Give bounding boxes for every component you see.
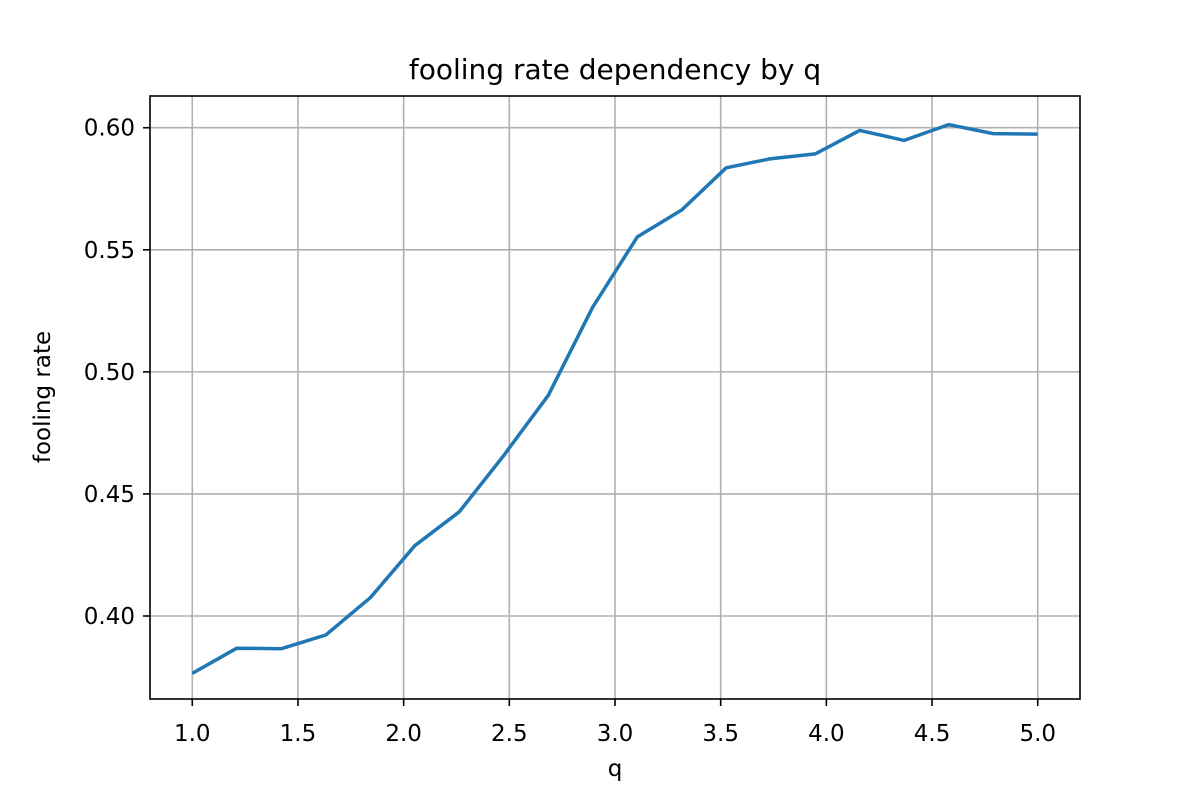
x-tick-label: 3.5 xyxy=(702,721,739,747)
tick-marks xyxy=(143,126,1039,706)
series-layer xyxy=(191,122,1039,675)
data-point xyxy=(992,132,995,135)
data-point xyxy=(502,454,505,457)
x-tick-label: 2.5 xyxy=(491,721,528,747)
x-tick-label: 1.0 xyxy=(174,721,211,747)
x-tick-label: 5.0 xyxy=(1019,721,1056,747)
data-point xyxy=(636,235,639,238)
x-tick-label: 1.5 xyxy=(280,721,317,747)
data-point xyxy=(369,596,372,599)
data-point xyxy=(591,306,594,309)
y-tick-labels: 0.40 0.45 0.50 0.55 0.60 xyxy=(84,116,135,630)
x-tick-label: 4.0 xyxy=(808,721,845,747)
data-point xyxy=(903,139,906,142)
data-point xyxy=(680,209,683,212)
grid-lines xyxy=(150,96,1080,699)
data-point xyxy=(324,634,327,637)
data-point xyxy=(725,166,728,169)
y-tick-label: 0.55 xyxy=(84,238,135,264)
y-axis-label: fooling rate xyxy=(30,331,56,463)
data-point xyxy=(547,394,550,397)
y-tick-label: 0.45 xyxy=(84,482,135,508)
data-point xyxy=(458,510,461,513)
x-axis-label: q xyxy=(608,756,623,782)
data-point xyxy=(280,647,283,650)
data-point xyxy=(1036,133,1039,136)
series-line xyxy=(191,122,1038,675)
data-point xyxy=(413,544,416,547)
x-tick-label: 4.5 xyxy=(914,721,951,747)
y-tick-label: 0.60 xyxy=(84,116,135,142)
data-point xyxy=(947,123,950,126)
y-tick-label: 0.50 xyxy=(84,360,135,386)
data-point xyxy=(814,152,817,155)
data-point xyxy=(858,129,861,132)
data-point xyxy=(191,672,194,675)
x-tick-label: 3.0 xyxy=(597,721,634,747)
x-tick-label: 2.0 xyxy=(385,721,422,747)
data-point xyxy=(235,647,238,650)
data-point xyxy=(769,157,772,160)
y-tick-label: 0.40 xyxy=(84,604,135,630)
x-tick-labels: 1.0 1.5 2.0 2.5 3.0 3.5 4.0 4.5 5.0 xyxy=(174,721,1056,747)
chart-title: fooling rate dependency by q xyxy=(409,53,821,86)
